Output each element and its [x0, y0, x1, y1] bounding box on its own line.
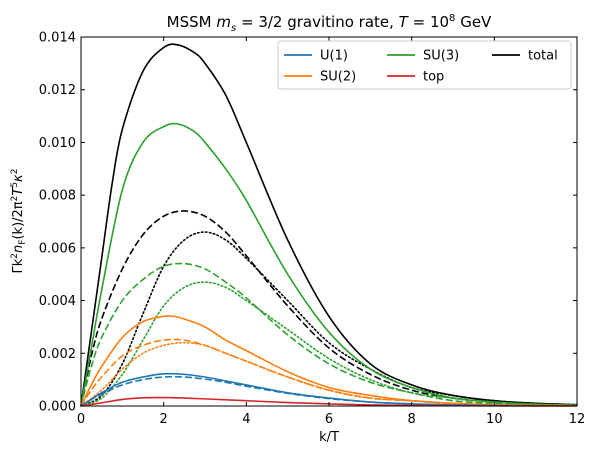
x-tick-label-1: 2	[160, 412, 168, 427]
y-tick-label-1: 0.002	[39, 347, 76, 362]
x-tick-label-6: 12	[569, 412, 586, 427]
x-tick-label-5: 10	[486, 412, 503, 427]
legend-label-2: SU(3)	[423, 49, 459, 64]
x-tick-label-3: 6	[325, 412, 333, 427]
y-tick-label-3: 0.006	[39, 241, 76, 256]
series-line-unnamed-dashed-4	[80, 262, 578, 407]
series-line-unnamed-dotted-2	[80, 231, 578, 407]
series-layer	[80, 43, 578, 407]
y-tick-label-4: 0.008	[39, 189, 76, 204]
series-line-unnamed-dotted-8	[80, 341, 578, 407]
x-tick-label-4: 8	[408, 412, 416, 427]
legend-label-3: top	[423, 70, 444, 85]
y-tick-label-5: 0.010	[39, 136, 76, 151]
x-tick-label-0: 0	[77, 412, 85, 427]
series-line-su2-solid-6	[80, 315, 578, 407]
legend-label-4: total	[528, 49, 558, 64]
y-tick-label-6: 0.012	[39, 83, 76, 98]
chart-title: MSSM ms = 3/2 gravitino rate, T = 108 Ge…	[167, 13, 492, 34]
ticks-layer: 0 2 4 6 8 10 12 0.000 0.002 0.004 0.006 0.008 0.010 0…	[39, 31, 585, 428]
y-axis-label: Γk2nF(k)/2π2T5κ2	[10, 169, 28, 274]
legend-label-1: SU(2)	[320, 70, 356, 85]
x-tick-label-2: 4	[242, 412, 250, 427]
series-line-unnamed-dotted-5	[80, 281, 578, 407]
plot-area	[80, 43, 578, 407]
y-tick-label-0: 0.000	[39, 400, 76, 415]
legend-box	[277, 40, 572, 90]
y-tick-label-7: 0.014	[39, 31, 76, 46]
legend-label-0: U(1)	[320, 49, 348, 64]
y-tick-label-2: 0.004	[39, 294, 76, 309]
legend-items: U(1) SU(2) SU(3) top total	[284, 49, 558, 85]
legend: U(1) SU(2) SU(3) top total	[277, 40, 572, 90]
x-axis-label: k/T	[319, 430, 339, 445]
